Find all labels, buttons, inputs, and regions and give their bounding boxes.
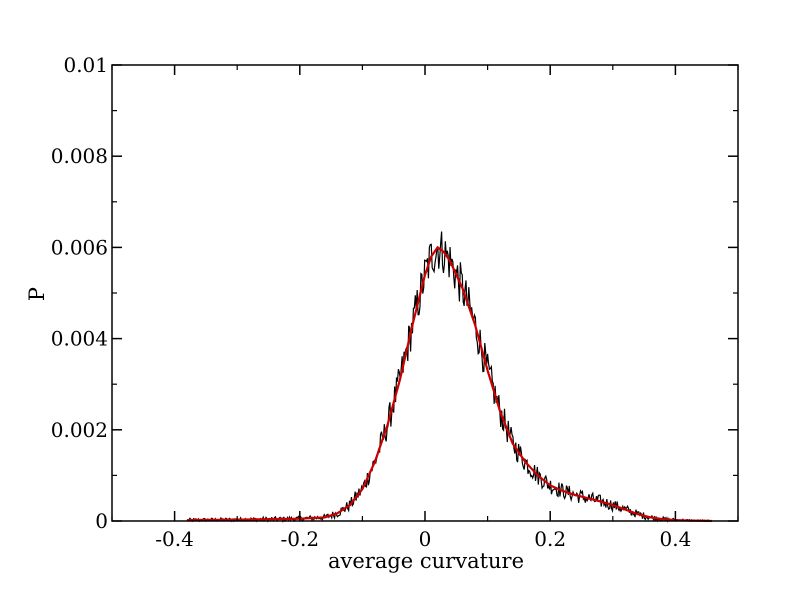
x-axis-label: average curvature	[328, 549, 524, 573]
series-fit-line	[187, 245, 712, 523]
y-tick-label: 0.004	[51, 327, 108, 351]
y-tick-labels: 0 0.002 0.004 0.006 0.008 0.01	[51, 53, 108, 533]
x-tick-label: 0.2	[534, 527, 566, 551]
y-tick-label: 0.006	[51, 235, 108, 259]
plot-series	[186, 231, 713, 524]
x-tick-label: -0.4	[155, 527, 194, 551]
x-tick-label: 0	[419, 527, 432, 551]
y-tick-label: 0.002	[51, 418, 108, 442]
y-tick-label: 0.008	[51, 144, 108, 168]
y-tick-label: 0.01	[63, 53, 108, 77]
x-tick-labels: -0.4 -0.2 0 0.2 0.4	[155, 527, 691, 551]
y-tick-label: 0	[95, 509, 108, 533]
y-axis-label: P	[25, 287, 49, 301]
x-tick-label: -0.2	[281, 527, 320, 551]
axis-ticks	[111, 64, 739, 522]
x-tick-label: 0.4	[659, 527, 691, 551]
